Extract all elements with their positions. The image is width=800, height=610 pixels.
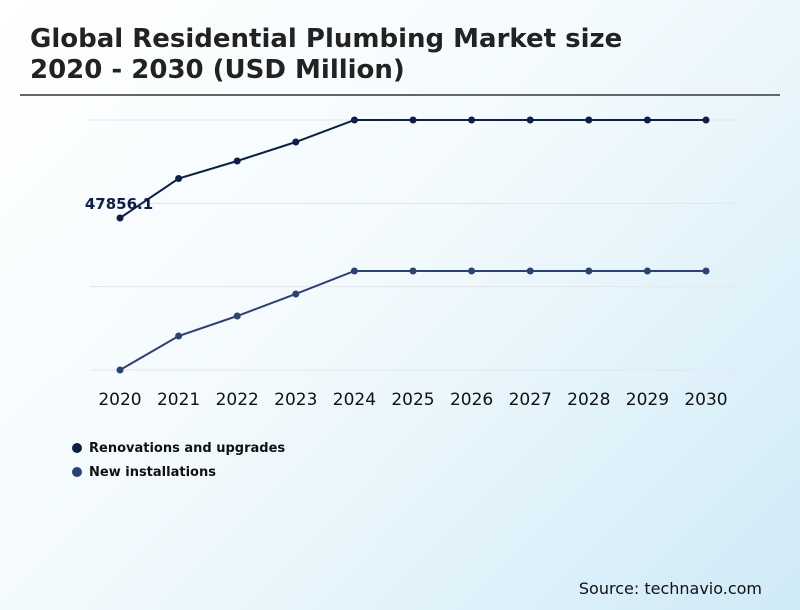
data-point: [175, 175, 183, 183]
data-point: [292, 138, 300, 146]
x-tick-label: 2025: [391, 390, 434, 410]
source-text: Source: technavio.com: [578, 579, 762, 598]
x-tick-label: 2020: [98, 390, 141, 410]
data-point: [585, 267, 593, 275]
legend-item-new-installations[interactable]: New installations: [72, 460, 285, 484]
x-tick-label: 2028: [567, 390, 610, 410]
data-point: [526, 267, 534, 275]
x-tick-label: 2021: [157, 390, 200, 410]
data-point: [702, 267, 710, 275]
x-tick-label: 2023: [274, 390, 317, 410]
data-point: [409, 116, 417, 124]
x-tick-label: 2026: [450, 390, 493, 410]
legend-marker-icon: [72, 467, 82, 477]
series-line: [119, 269, 706, 371]
title-line-1: Global Residential Plumbing Market size: [30, 24, 623, 54]
data-point: [233, 157, 241, 165]
x-tick-label: 2027: [509, 390, 552, 410]
data-point: [116, 214, 124, 222]
data-point: [175, 332, 183, 340]
x-tick-label: 2022: [216, 390, 259, 410]
data-point: [350, 267, 358, 275]
data-point: [468, 267, 476, 275]
line-chart: 2020 2021 2022 2023 2024 2025 2026 2027 2028 2029…: [85, 116, 736, 410]
x-tick-label: 2030: [684, 390, 727, 410]
data-point: [292, 290, 300, 298]
x-tick-label: 2024: [333, 390, 376, 410]
chart-title: Global Residential Plumbing Market size …: [30, 24, 622, 86]
data-point: [526, 116, 534, 124]
legend-label: Renovations and upgrades: [89, 440, 286, 456]
legend-label: New installations: [89, 464, 216, 480]
title-line-2: 2020 - 2030 (USD Million): [30, 55, 405, 85]
data-point: [233, 312, 241, 320]
data-label: 47856.1: [85, 195, 153, 213]
legend-item-renovations[interactable]: Renovations and upgrades: [72, 436, 285, 460]
data-point: [409, 267, 417, 275]
data-point: [468, 116, 476, 124]
data-point: [585, 116, 593, 124]
data-point: [702, 116, 710, 124]
x-tick-label: 2029: [626, 390, 669, 410]
legend-marker-icon: [72, 443, 82, 453]
data-point: [643, 267, 651, 275]
data-point: [116, 366, 124, 374]
title-divider: [20, 94, 780, 96]
data-point: [350, 116, 358, 124]
legend: Renovations and upgrades New installatio…: [72, 436, 285, 484]
data-point: [643, 116, 651, 124]
